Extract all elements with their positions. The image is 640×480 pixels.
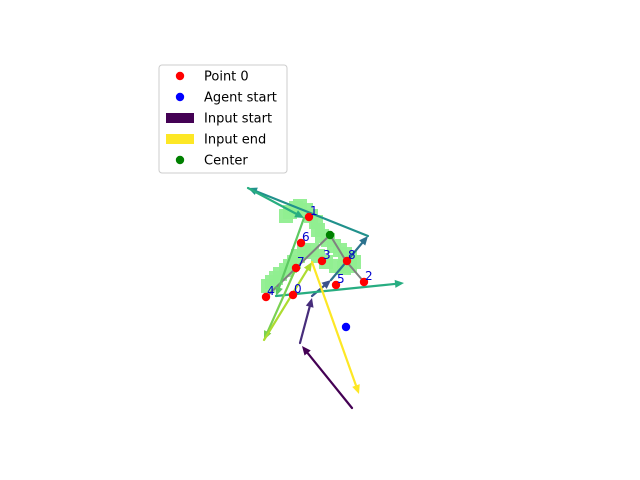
arrow-shaft [277, 216, 306, 289]
point-label: 5 [337, 272, 345, 286]
legend-swatch [166, 134, 194, 144]
trail-cell [261, 279, 275, 293]
legend-label: Input start [204, 112, 272, 127]
arrow-head [321, 280, 331, 289]
point-label: 1 [310, 204, 318, 218]
input-arrows [246, 186, 404, 410]
arrow-shaft [255, 190, 370, 238]
arrow-shaft [262, 268, 309, 342]
point-label: 6 [302, 230, 310, 244]
point-marker [296, 238, 306, 248]
arrow-head [302, 346, 311, 356]
point-marker [261, 292, 271, 302]
point-marker [342, 256, 352, 266]
point-markers: 0 1 2 3 4 5 6 7 8 [261, 204, 373, 332]
arrow-head [394, 279, 404, 288]
arrow-shaft [298, 305, 311, 345]
legend-marker [175, 155, 185, 165]
arrow-head [305, 298, 314, 308]
legend-label: Point 0 [204, 70, 249, 85]
legend-marker [175, 71, 185, 81]
legend-marker [175, 92, 185, 102]
arrow-head [359, 236, 368, 246]
center-marker [325, 230, 335, 240]
arrow-head [303, 262, 312, 272]
point-label: 7 [297, 255, 305, 269]
legend-label: Center [204, 154, 248, 169]
arrow-shaft [246, 186, 298, 215]
point-label: 4 [267, 284, 275, 298]
point-label: 8 [348, 248, 356, 262]
point-marker [331, 280, 341, 290]
legend-frame [158, 64, 288, 174]
point-marker [291, 263, 301, 273]
legend: Point 0 Agent start Input start Input end Ce… [158, 64, 288, 174]
point-marker [359, 277, 369, 287]
point-label: 2 [365, 269, 373, 283]
legend-swatch [166, 113, 194, 123]
point-label: 3 [323, 248, 331, 262]
point-label: 0 [294, 282, 302, 296]
arrow-shaft [266, 266, 298, 333]
arrow-shaft [306, 351, 354, 410]
arrow-shaft [310, 260, 358, 387]
arrow-head [275, 286, 283, 296]
arrow-head [294, 210, 304, 218]
point-marker [304, 212, 314, 222]
point-marker [317, 256, 327, 266]
arrow-head [352, 384, 360, 394]
legend-label: Input end [204, 133, 266, 148]
legend-label: Agent start [204, 91, 277, 106]
point-marker [288, 290, 298, 300]
agent-start-marker [341, 322, 351, 332]
